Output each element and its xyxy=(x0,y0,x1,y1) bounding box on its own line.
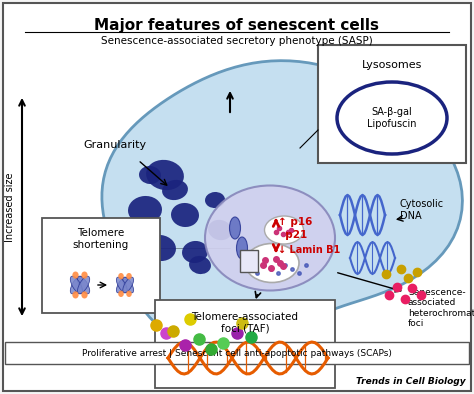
Text: ↑ p16: ↑ p16 xyxy=(278,217,312,227)
Ellipse shape xyxy=(139,166,161,184)
Ellipse shape xyxy=(70,276,82,294)
Bar xyxy=(155,300,335,388)
Ellipse shape xyxy=(73,291,79,299)
Bar xyxy=(5,342,469,364)
Ellipse shape xyxy=(78,276,90,294)
Ellipse shape xyxy=(78,276,90,294)
Text: Senescence-associated secretory phenotype (SASP): Senescence-associated secretory phenotyp… xyxy=(101,36,373,46)
Text: ↓ Lamin B1: ↓ Lamin B1 xyxy=(278,245,340,255)
Ellipse shape xyxy=(208,220,232,240)
Text: Granularity: Granularity xyxy=(83,140,146,150)
Text: Trends in Cell Biology: Trends in Cell Biology xyxy=(356,377,466,386)
Ellipse shape xyxy=(117,277,127,293)
Ellipse shape xyxy=(82,291,88,299)
Text: Cytosolic
DNA: Cytosolic DNA xyxy=(400,199,444,221)
Text: Increased size: Increased size xyxy=(5,172,15,242)
Ellipse shape xyxy=(337,82,447,154)
Ellipse shape xyxy=(126,291,132,297)
Ellipse shape xyxy=(237,237,247,259)
Ellipse shape xyxy=(205,192,225,208)
Ellipse shape xyxy=(144,235,176,261)
Text: SA-β-gal
Lipofuscin: SA-β-gal Lipofuscin xyxy=(367,107,417,129)
Text: Senescence-
associated
heterochromatin
foci: Senescence- associated heterochromatin f… xyxy=(408,288,474,328)
Ellipse shape xyxy=(229,217,240,239)
Text: Major features of senescent cells: Major features of senescent cells xyxy=(94,18,380,33)
Ellipse shape xyxy=(146,160,184,190)
Ellipse shape xyxy=(182,241,208,263)
Ellipse shape xyxy=(118,291,124,297)
Text: Lysosomes: Lysosomes xyxy=(362,60,422,70)
Ellipse shape xyxy=(245,243,299,282)
Ellipse shape xyxy=(117,277,127,293)
Ellipse shape xyxy=(264,216,303,244)
Bar xyxy=(240,250,258,272)
Ellipse shape xyxy=(205,186,335,290)
Ellipse shape xyxy=(73,271,79,279)
Ellipse shape xyxy=(171,203,199,227)
Ellipse shape xyxy=(118,273,124,279)
Ellipse shape xyxy=(126,273,132,279)
Text: p21: p21 xyxy=(278,230,307,240)
Text: Telomere
shortening: Telomere shortening xyxy=(73,228,129,250)
Bar xyxy=(42,218,160,313)
Ellipse shape xyxy=(123,277,134,293)
Ellipse shape xyxy=(162,180,188,200)
Ellipse shape xyxy=(189,256,211,274)
Polygon shape xyxy=(102,61,463,351)
Ellipse shape xyxy=(123,277,134,293)
Ellipse shape xyxy=(82,271,88,279)
Bar xyxy=(318,45,466,163)
Text: Telomere-associated
foci (TAF): Telomere-associated foci (TAF) xyxy=(191,312,299,334)
Text: Proliferative arrest | Senescent cell anti-apoptotic pathways (SCAPs): Proliferative arrest | Senescent cell an… xyxy=(82,349,392,357)
Ellipse shape xyxy=(128,196,162,224)
Ellipse shape xyxy=(70,276,82,294)
